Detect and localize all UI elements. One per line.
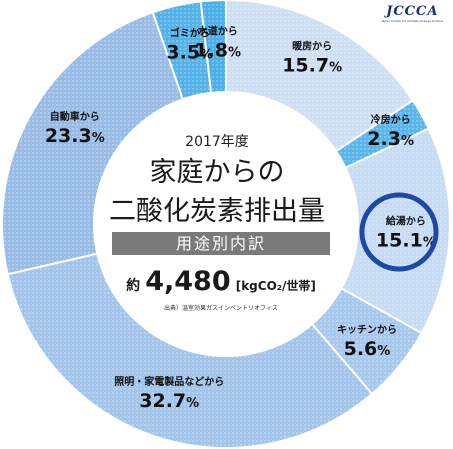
slice-value-number-4: 5.6 (344, 338, 378, 360)
slice-label-6: 自動車から (50, 110, 100, 123)
slice-label-8: 水道から (197, 24, 238, 37)
slice-value-number-1: 15.7 (282, 55, 329, 77)
slice-value-1: 15.7% (282, 55, 342, 77)
jccca-logo: JCCCA Japan Center for Climate Change Ac… (382, 4, 443, 23)
slice-value-unit-6: % (92, 131, 105, 146)
slice-value-4: 5.6% (344, 338, 391, 360)
slice-value-unit-7: % (200, 48, 213, 63)
slice-value-2: 2.3% (367, 128, 414, 150)
slice-value-number-5: 32.7 (139, 390, 186, 412)
slice-label-2: 冷房から (371, 113, 411, 126)
slice-label-7: ゴミから (170, 27, 210, 40)
highlight-ring (359, 192, 439, 272)
donut-hole (93, 91, 359, 357)
slice-value-unit-4: % (377, 344, 390, 359)
slice-value-number-8: 1.8 (194, 39, 228, 61)
slice-value-unit-1: % (329, 61, 342, 76)
logo-subtitle: Japan Center for Climate Change Actions (381, 19, 443, 23)
slice-value-unit-5: % (186, 396, 199, 411)
slice-value-5: 32.7% (139, 390, 199, 412)
slice-value-unit-2: % (401, 134, 414, 149)
slice-value-unit-8: % (228, 45, 241, 60)
slice-label-1: 暖房から (292, 40, 332, 53)
logo-text: JCCCA (386, 4, 439, 19)
slice-value-number-3: 15.1 (376, 229, 423, 251)
slice-value-7: 3.5% (166, 42, 213, 64)
slice-value-number-7: 3.5 (166, 42, 200, 64)
slice-label-5: 照明・家電製品などから (114, 375, 224, 388)
slice-label-3: 給湯から (386, 214, 426, 227)
slice-value-number-2: 2.3 (367, 128, 401, 150)
slice-value-6: 23.3% (45, 125, 105, 147)
slice-label-4: キッチンから (337, 324, 397, 336)
slice-value-number-6: 23.3 (45, 125, 92, 147)
slice-value-8: 1.8% (194, 39, 241, 61)
